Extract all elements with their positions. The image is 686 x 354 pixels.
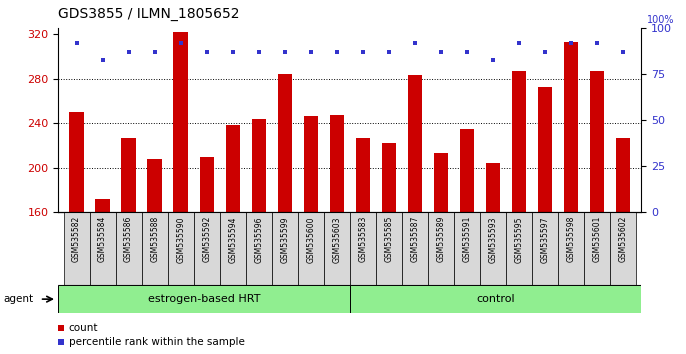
Bar: [356, 138, 370, 354]
Bar: [174, 32, 188, 354]
Bar: [512, 71, 526, 354]
Bar: [90, 212, 115, 285]
Text: GSM535590: GSM535590: [176, 216, 185, 263]
Text: GSM535600: GSM535600: [307, 216, 316, 263]
Bar: [167, 212, 193, 285]
Bar: [486, 163, 500, 354]
Text: GSM535587: GSM535587: [410, 216, 419, 262]
Bar: [538, 87, 552, 354]
Text: percentile rank within the sample: percentile rank within the sample: [69, 337, 245, 348]
Text: agent: agent: [3, 294, 34, 304]
Bar: [506, 212, 532, 285]
Bar: [381, 143, 396, 354]
Bar: [610, 212, 636, 285]
Text: GSM535602: GSM535602: [619, 216, 628, 262]
Text: 100%: 100%: [648, 15, 675, 25]
Bar: [69, 112, 84, 354]
Text: GSM535582: GSM535582: [72, 216, 81, 262]
Bar: [193, 212, 220, 285]
Text: GSM535591: GSM535591: [462, 216, 471, 262]
Bar: [402, 212, 428, 285]
Bar: [376, 212, 402, 285]
Text: GDS3855 / ILMN_1805652: GDS3855 / ILMN_1805652: [58, 7, 240, 21]
Text: control: control: [476, 294, 515, 304]
Bar: [616, 138, 630, 354]
Bar: [584, 212, 610, 285]
Text: GSM535598: GSM535598: [567, 216, 576, 262]
Bar: [460, 129, 474, 354]
Bar: [147, 159, 162, 354]
Bar: [121, 138, 136, 354]
Bar: [454, 212, 480, 285]
Bar: [115, 212, 141, 285]
Text: GSM535583: GSM535583: [358, 216, 368, 262]
Bar: [246, 212, 272, 285]
Bar: [95, 199, 110, 354]
Bar: [428, 212, 454, 285]
Bar: [278, 74, 292, 354]
Bar: [350, 212, 376, 285]
Bar: [200, 156, 214, 354]
Bar: [590, 71, 604, 354]
Text: GSM535597: GSM535597: [541, 216, 549, 263]
Bar: [64, 212, 90, 285]
Bar: [272, 212, 298, 285]
Bar: [58, 285, 350, 313]
Bar: [141, 212, 167, 285]
Text: GSM535603: GSM535603: [332, 216, 342, 263]
Bar: [480, 212, 506, 285]
Text: GSM535588: GSM535588: [150, 216, 159, 262]
Bar: [558, 212, 584, 285]
Text: GSM535584: GSM535584: [98, 216, 107, 262]
Text: GSM535589: GSM535589: [436, 216, 445, 262]
Text: GSM535586: GSM535586: [124, 216, 133, 262]
Text: GSM535599: GSM535599: [281, 216, 289, 263]
Text: GSM535601: GSM535601: [593, 216, 602, 262]
Bar: [324, 212, 350, 285]
Bar: [304, 116, 318, 354]
Bar: [564, 42, 578, 354]
Text: count: count: [69, 322, 98, 332]
Text: GSM535585: GSM535585: [384, 216, 393, 262]
Text: GSM535596: GSM535596: [255, 216, 263, 263]
Bar: [226, 125, 240, 354]
Bar: [407, 75, 422, 354]
Text: GSM535593: GSM535593: [488, 216, 497, 263]
Bar: [434, 153, 448, 354]
Bar: [220, 212, 246, 285]
Text: GSM535595: GSM535595: [514, 216, 523, 263]
Bar: [532, 212, 558, 285]
Bar: [298, 212, 324, 285]
Bar: [252, 119, 266, 354]
Text: GSM535594: GSM535594: [228, 216, 237, 263]
Text: estrogen-based HRT: estrogen-based HRT: [148, 294, 260, 304]
Bar: [330, 115, 344, 354]
Bar: [350, 285, 641, 313]
Text: GSM535592: GSM535592: [202, 216, 211, 262]
